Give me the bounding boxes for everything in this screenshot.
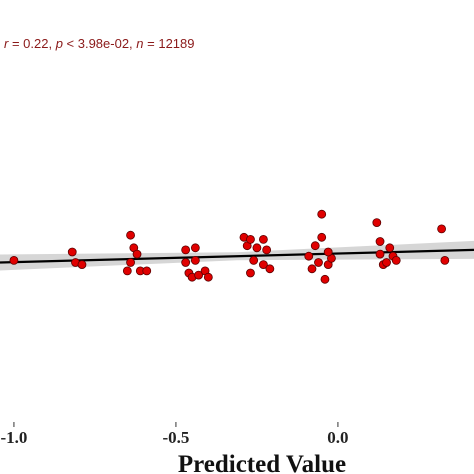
data-point — [317, 232, 327, 242]
data-point — [323, 247, 333, 257]
x-axis-label: Predicted Value — [178, 451, 346, 474]
data-point — [310, 241, 320, 251]
data-point — [132, 249, 142, 259]
data-point — [375, 237, 385, 246]
data-point — [142, 266, 152, 276]
data-point — [262, 245, 272, 255]
data-point — [9, 255, 19, 265]
data-point — [181, 245, 191, 255]
annotation-part: n — [136, 36, 143, 51]
data-point — [77, 260, 87, 270]
data-point — [259, 234, 268, 244]
x-tick-label: 0.0 — [327, 428, 348, 447]
data-point — [190, 255, 200, 265]
annotation-part: = 12189 — [144, 36, 195, 51]
data-point — [246, 268, 255, 278]
data-point — [375, 249, 385, 259]
annotation-part: p — [55, 36, 63, 51]
data-point — [372, 218, 382, 228]
data-point — [122, 266, 132, 276]
x-tick-label: -0.5 — [162, 428, 189, 447]
data-point — [252, 243, 262, 253]
data-point — [203, 272, 213, 282]
stats-annotation: r = 0.22, p < 3.98e-02, n = 12189 — [4, 36, 195, 51]
data-point — [385, 243, 395, 253]
data-point — [194, 270, 204, 280]
data-point — [126, 230, 135, 240]
data-point — [126, 258, 135, 267]
annotation-part: < 3.98e-02, — [63, 36, 136, 51]
data-point — [246, 234, 255, 244]
data-point — [304, 251, 314, 261]
data-point — [437, 224, 447, 234]
data-point — [265, 264, 275, 274]
x-tick-label: -1.0 — [0, 428, 27, 447]
data-point — [181, 258, 191, 267]
annotation-part: r — [4, 36, 9, 51]
data-point — [440, 255, 450, 265]
data-point — [320, 274, 330, 284]
data-point — [307, 264, 317, 274]
data-point — [382, 258, 391, 267]
data-point — [249, 255, 259, 265]
data-point — [259, 260, 268, 270]
data-point — [317, 209, 327, 219]
data-point — [391, 255, 401, 265]
annotation-part: = 0.22, — [8, 36, 55, 51]
data-point — [314, 258, 323, 267]
data-point — [67, 247, 77, 257]
data-point — [190, 243, 200, 253]
